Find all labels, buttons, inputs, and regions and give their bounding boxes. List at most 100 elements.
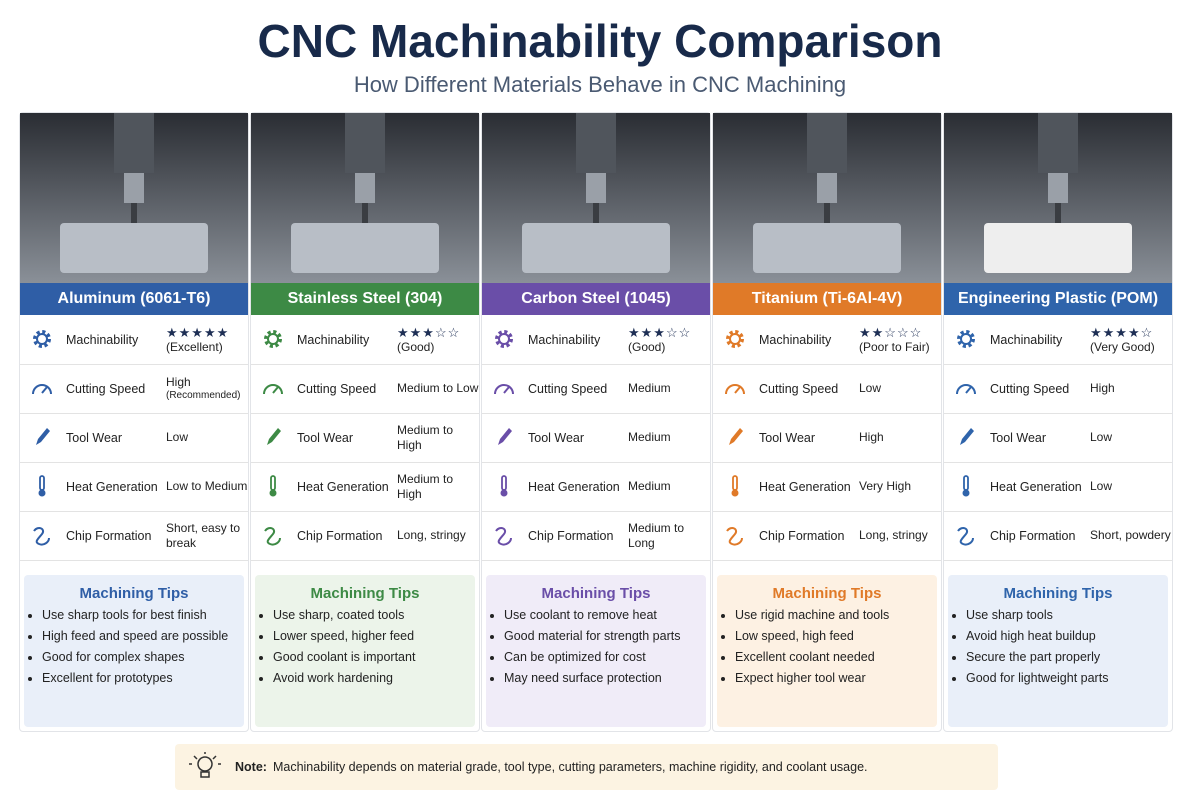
property-label: Machinability xyxy=(66,332,139,347)
material-card: Titanium (Ti-6Al-4V) Machinability ★★☆☆☆ (P… xyxy=(712,112,942,732)
property-value-cell: Medium xyxy=(628,413,710,462)
machining-photo xyxy=(482,113,710,283)
property-label: Heat Generation xyxy=(990,479,1082,494)
property-value-cell: Low xyxy=(859,364,941,413)
property-row: Tool Wear Low xyxy=(20,413,248,463)
property-label: Tool Wear xyxy=(528,430,585,445)
property-row: Chip Formation Long, stringy xyxy=(251,511,479,561)
property-icon xyxy=(36,428,50,445)
tip-item: Use sharp tools xyxy=(966,608,1168,622)
property-row: Cutting Speed High xyxy=(944,364,1172,414)
property-label: Cutting Speed xyxy=(759,381,839,396)
property-label: Tool Wear xyxy=(990,430,1047,445)
property-icon xyxy=(729,428,743,445)
property-icon xyxy=(498,428,512,445)
property-value-cell: ★★★★★ (Excellent) xyxy=(166,315,248,364)
property-row: Tool Wear Medium xyxy=(482,413,710,463)
property-value-cell: High (Recommended) xyxy=(166,364,248,413)
property-row: Cutting Speed Low xyxy=(713,364,941,414)
material-name: Engineering Plastic (POM) xyxy=(944,283,1172,315)
tips-title: Machining Tips xyxy=(772,585,882,602)
property-row: Machinability ★★★☆☆ (Good) xyxy=(482,315,710,365)
note-box: Note: Machinability depends on material … xyxy=(175,744,998,790)
property-value-cell: ★★★☆☆ (Good) xyxy=(628,315,710,364)
property-value: Short, easy to break xyxy=(166,521,241,550)
property-value-cell: Very High xyxy=(859,462,941,511)
property-value: Medium to Low xyxy=(397,381,479,396)
tips-list: Use rigid machine and tools Low speed, hi… xyxy=(717,608,937,685)
tips-box: Machining Tips Use sharp tools Avoid high … xyxy=(948,575,1168,727)
property-row: Heat Generation Low xyxy=(944,462,1172,512)
tip-item: Use sharp, coated tools xyxy=(273,608,475,622)
property-value-cell: Medium to High xyxy=(397,462,479,511)
tips-title: Machining Tips xyxy=(1003,585,1113,602)
property-value: Medium xyxy=(628,430,671,445)
property-row: Machinability ★★★☆☆ (Good) xyxy=(251,315,479,365)
property-label: Machinability xyxy=(990,332,1063,347)
property-label: Cutting Speed xyxy=(990,381,1070,396)
tips-box: Machining Tips Use coolant to remove heat… xyxy=(486,575,706,727)
property-value-cell: ★★☆☆☆ (Poor to Fair) xyxy=(859,315,941,364)
property-value: High xyxy=(859,430,884,445)
property-icon xyxy=(263,384,283,395)
star-rating: ★★★☆☆ xyxy=(628,324,692,340)
tips-list: Use sharp tools Avoid high heat buildup Se… xyxy=(948,608,1168,685)
tips-box: Machining Tips Use rigid machine and tool… xyxy=(717,575,937,727)
property-row: Tool Wear Low xyxy=(944,413,1172,463)
tips-list: Use sharp tools for best finish High feed… xyxy=(24,608,244,685)
property-value: Very High xyxy=(859,479,912,494)
property-value: (Excellent) xyxy=(166,340,223,355)
property-icon xyxy=(726,527,743,546)
property-value: Medium to High xyxy=(397,472,454,501)
bulb-icon xyxy=(189,752,221,778)
property-label: Tool Wear xyxy=(297,430,354,445)
property-label: Cutting Speed xyxy=(66,381,146,396)
property-icon xyxy=(264,527,281,546)
star-rating: ★★★★★ xyxy=(166,324,230,340)
property-label: Cutting Speed xyxy=(297,381,377,396)
note-label: Note: xyxy=(235,760,267,774)
tip-item: Excellent for prototypes xyxy=(42,671,244,685)
property-icon xyxy=(957,330,975,348)
material-name: Aluminum (6061-T6) xyxy=(20,283,248,315)
property-value: Short, powdery xyxy=(1090,528,1171,543)
tip-item: Excellent coolant needed xyxy=(735,650,937,664)
property-icon xyxy=(495,527,512,546)
property-icon xyxy=(962,475,970,497)
property-value: Low xyxy=(859,381,882,396)
property-value-cell: High xyxy=(859,413,941,462)
tip-item: Use rigid machine and tools xyxy=(735,608,937,622)
tip-item: Good material for strength parts xyxy=(504,629,706,643)
property-value: (Good) xyxy=(397,340,435,355)
tips-box: Machining Tips Use sharp, coated tools Low… xyxy=(255,575,475,727)
property-row: Heat Generation Low to Medium xyxy=(20,462,248,512)
material-name: Carbon Steel (1045) xyxy=(482,283,710,315)
star-rating: ★★★★☆ xyxy=(1090,324,1154,340)
property-value: Long, stringy xyxy=(859,528,928,543)
property-value-cell: Medium xyxy=(628,462,710,511)
property-label: Machinability xyxy=(528,332,601,347)
property-value-cell: Low xyxy=(1090,462,1172,511)
tip-item: Good for lightweight parts xyxy=(966,671,1168,685)
property-icon xyxy=(33,330,51,348)
tip-item: Avoid work hardening xyxy=(273,671,475,685)
property-row: Heat Generation Medium to High xyxy=(251,462,479,512)
property-value: Long, stringy xyxy=(397,528,466,543)
property-icon xyxy=(500,475,508,497)
tips-list: Use sharp, coated tools Lower speed, high… xyxy=(255,608,475,685)
property-value: Low xyxy=(1090,430,1113,445)
property-value-cell: ★★★☆☆ (Good) xyxy=(397,315,479,364)
material-name: Titanium (Ti-6Al-4V) xyxy=(713,283,941,315)
machining-photo xyxy=(251,113,479,283)
property-value: Medium xyxy=(628,381,671,396)
property-label: Machinability xyxy=(759,332,832,347)
property-row: Cutting Speed Medium xyxy=(482,364,710,414)
property-icon xyxy=(726,330,744,348)
tip-item: Use coolant to remove heat xyxy=(504,608,706,622)
property-icon xyxy=(725,384,745,395)
material-name: Stainless Steel (304) xyxy=(251,283,479,315)
tip-item: Good for complex shapes xyxy=(42,650,244,664)
material-card: Carbon Steel (1045) Machinability ★★★☆☆ (Go… xyxy=(481,112,711,732)
property-value-cell: Medium to Long xyxy=(628,511,710,560)
